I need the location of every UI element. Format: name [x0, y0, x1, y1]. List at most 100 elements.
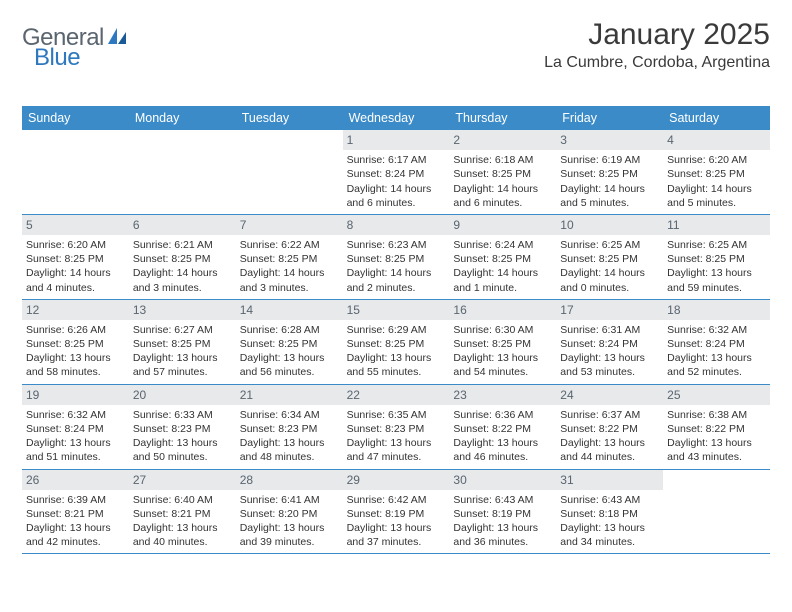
day-number: 17 [556, 300, 663, 320]
sunrise-text: Sunrise: 6:32 AM [26, 408, 125, 422]
sunrise-text: Sunrise: 6:22 AM [240, 238, 339, 252]
location-text: La Cumbre, Cordoba, Argentina [544, 54, 770, 72]
sunrise-text: Sunrise: 6:42 AM [347, 493, 446, 507]
day-cell: 6Sunrise: 6:21 AMSunset: 8:25 PMDaylight… [129, 215, 236, 299]
sunset-text: Sunset: 8:25 PM [560, 252, 659, 266]
day-cell: 13Sunrise: 6:27 AMSunset: 8:25 PMDayligh… [129, 300, 236, 384]
sunrise-text: Sunrise: 6:31 AM [560, 323, 659, 337]
daylight-text: Daylight: 14 hours and 3 minutes. [133, 266, 232, 294]
sunset-text: Sunset: 8:24 PM [667, 337, 766, 351]
sunrise-text: Sunrise: 6:25 AM [560, 238, 659, 252]
day-number: 18 [663, 300, 770, 320]
daylight-text: Daylight: 13 hours and 39 minutes. [240, 521, 339, 549]
weekday-header: Tuesday [236, 106, 343, 130]
sunset-text: Sunset: 8:25 PM [667, 252, 766, 266]
sunset-text: Sunset: 8:22 PM [667, 422, 766, 436]
day-number: 25 [663, 385, 770, 405]
day-cell: 20Sunrise: 6:33 AMSunset: 8:23 PMDayligh… [129, 385, 236, 469]
daylight-text: Daylight: 13 hours and 42 minutes. [26, 521, 125, 549]
day-cell: 19Sunrise: 6:32 AMSunset: 8:24 PMDayligh… [22, 385, 129, 469]
day-cell [236, 130, 343, 214]
day-cell: 3Sunrise: 6:19 AMSunset: 8:25 PMDaylight… [556, 130, 663, 214]
sunrise-text: Sunrise: 6:18 AM [453, 153, 552, 167]
month-title: January 2025 [544, 18, 770, 52]
sunrise-text: Sunrise: 6:32 AM [667, 323, 766, 337]
daylight-text: Daylight: 13 hours and 47 minutes. [347, 436, 446, 464]
sunset-text: Sunset: 8:25 PM [347, 252, 446, 266]
day-cell: 18Sunrise: 6:32 AMSunset: 8:24 PMDayligh… [663, 300, 770, 384]
daylight-text: Daylight: 13 hours and 53 minutes. [560, 351, 659, 379]
title-block: January 2025 La Cumbre, Cordoba, Argenti… [544, 18, 770, 72]
day-number: 13 [129, 300, 236, 320]
daylight-text: Daylight: 13 hours and 54 minutes. [453, 351, 552, 379]
sunset-text: Sunset: 8:23 PM [347, 422, 446, 436]
daylight-text: Daylight: 14 hours and 6 minutes. [453, 182, 552, 210]
day-cell: 15Sunrise: 6:29 AMSunset: 8:25 PMDayligh… [343, 300, 450, 384]
day-number: 3 [556, 130, 663, 150]
sunset-text: Sunset: 8:24 PM [347, 167, 446, 181]
day-cell [129, 130, 236, 214]
calendar: SundayMondayTuesdayWednesdayThursdayFrid… [22, 106, 770, 554]
day-number: 28 [236, 470, 343, 490]
weekday-header: Friday [556, 106, 663, 130]
sunrise-text: Sunrise: 6:38 AM [667, 408, 766, 422]
day-cell: 4Sunrise: 6:20 AMSunset: 8:25 PMDaylight… [663, 130, 770, 214]
sunrise-text: Sunrise: 6:28 AM [240, 323, 339, 337]
sunset-text: Sunset: 8:23 PM [133, 422, 232, 436]
weekday-header: Wednesday [343, 106, 450, 130]
daylight-text: Daylight: 13 hours and 40 minutes. [133, 521, 232, 549]
day-number: 6 [129, 215, 236, 235]
sunrise-text: Sunrise: 6:27 AM [133, 323, 232, 337]
sunrise-text: Sunrise: 6:40 AM [133, 493, 232, 507]
weekday-header: Thursday [449, 106, 556, 130]
day-cell: 8Sunrise: 6:23 AMSunset: 8:25 PMDaylight… [343, 215, 450, 299]
day-cell: 21 Sunrise: 6:34 AMSunset: 8:23 PMDayligh… [236, 385, 343, 469]
daylight-text: Daylight: 13 hours and 50 minutes. [133, 436, 232, 464]
sunset-text: Sunset: 8:25 PM [133, 252, 232, 266]
daylight-text: Daylight: 13 hours and 58 minutes. [26, 351, 125, 379]
day-cell: 11Sunrise: 6:25 AMSunset: 8:25 PMDayligh… [663, 215, 770, 299]
day-cell [22, 130, 129, 214]
day-cell: 23Sunrise: 6:36 AMSunset: 8:22 PMDayligh… [449, 385, 556, 469]
sunset-text: Sunset: 8:25 PM [667, 167, 766, 181]
sunrise-text: Sunrise: 6:34 AM [240, 408, 339, 422]
week-row: 1Sunrise: 6:17 AMSunset: 8:24 PMDaylight… [22, 130, 770, 215]
daylight-text: Daylight: 14 hours and 4 minutes. [26, 266, 125, 294]
day-number: 14 [236, 300, 343, 320]
sunset-text: Sunset: 8:25 PM [133, 337, 232, 351]
day-number: 9 [449, 215, 556, 235]
sunset-text: Sunset: 8:24 PM [560, 337, 659, 351]
header: General January 2025 La Cumbre, Cordoba,… [22, 18, 770, 72]
day-number: 10 [556, 215, 663, 235]
sunset-text: Sunset: 8:18 PM [560, 507, 659, 521]
day-number: 29 [343, 470, 450, 490]
day-number: 20 [129, 385, 236, 405]
daylight-text: Daylight: 14 hours and 2 minutes. [347, 266, 446, 294]
daylight-text: Daylight: 14 hours and 5 minutes. [667, 182, 766, 210]
weekday-header: Sunday [22, 106, 129, 130]
sunset-text: Sunset: 8:23 PM [240, 422, 339, 436]
sunrise-text: Sunrise: 6:19 AM [560, 153, 659, 167]
sunset-text: Sunset: 8:25 PM [453, 167, 552, 181]
day-cell: 30Sunrise: 6:43 AMSunset: 8:19 PMDayligh… [449, 470, 556, 554]
sunset-text: Sunset: 8:25 PM [560, 167, 659, 181]
day-number: 21 [236, 385, 343, 405]
daylight-text: Daylight: 13 hours and 55 minutes. [347, 351, 446, 379]
daylight-text: Daylight: 13 hours and 46 minutes. [453, 436, 552, 464]
daylight-text: Daylight: 13 hours and 59 minutes. [667, 266, 766, 294]
weekday-header: Saturday [663, 106, 770, 130]
logo-text-2: Blue [34, 44, 80, 71]
sunrise-text: Sunrise: 6:41 AM [240, 493, 339, 507]
day-cell: 10Sunrise: 6:25 AMSunset: 8:25 PMDayligh… [556, 215, 663, 299]
sunset-text: Sunset: 8:21 PM [133, 507, 232, 521]
day-number: 27 [129, 470, 236, 490]
sunrise-text: Sunrise: 6:20 AM [26, 238, 125, 252]
sunrise-text: Sunrise: 6:30 AM [453, 323, 552, 337]
sunset-text: Sunset: 8:25 PM [453, 252, 552, 266]
sunrise-text: Sunrise: 6:39 AM [26, 493, 125, 507]
day-number: 23 [449, 385, 556, 405]
sunrise-text: Sunrise: 6:35 AM [347, 408, 446, 422]
sunrise-text: Sunrise: 6:29 AM [347, 323, 446, 337]
daylight-text: Daylight: 13 hours and 48 minutes. [240, 436, 339, 464]
sunrise-text: Sunrise: 6:43 AM [453, 493, 552, 507]
